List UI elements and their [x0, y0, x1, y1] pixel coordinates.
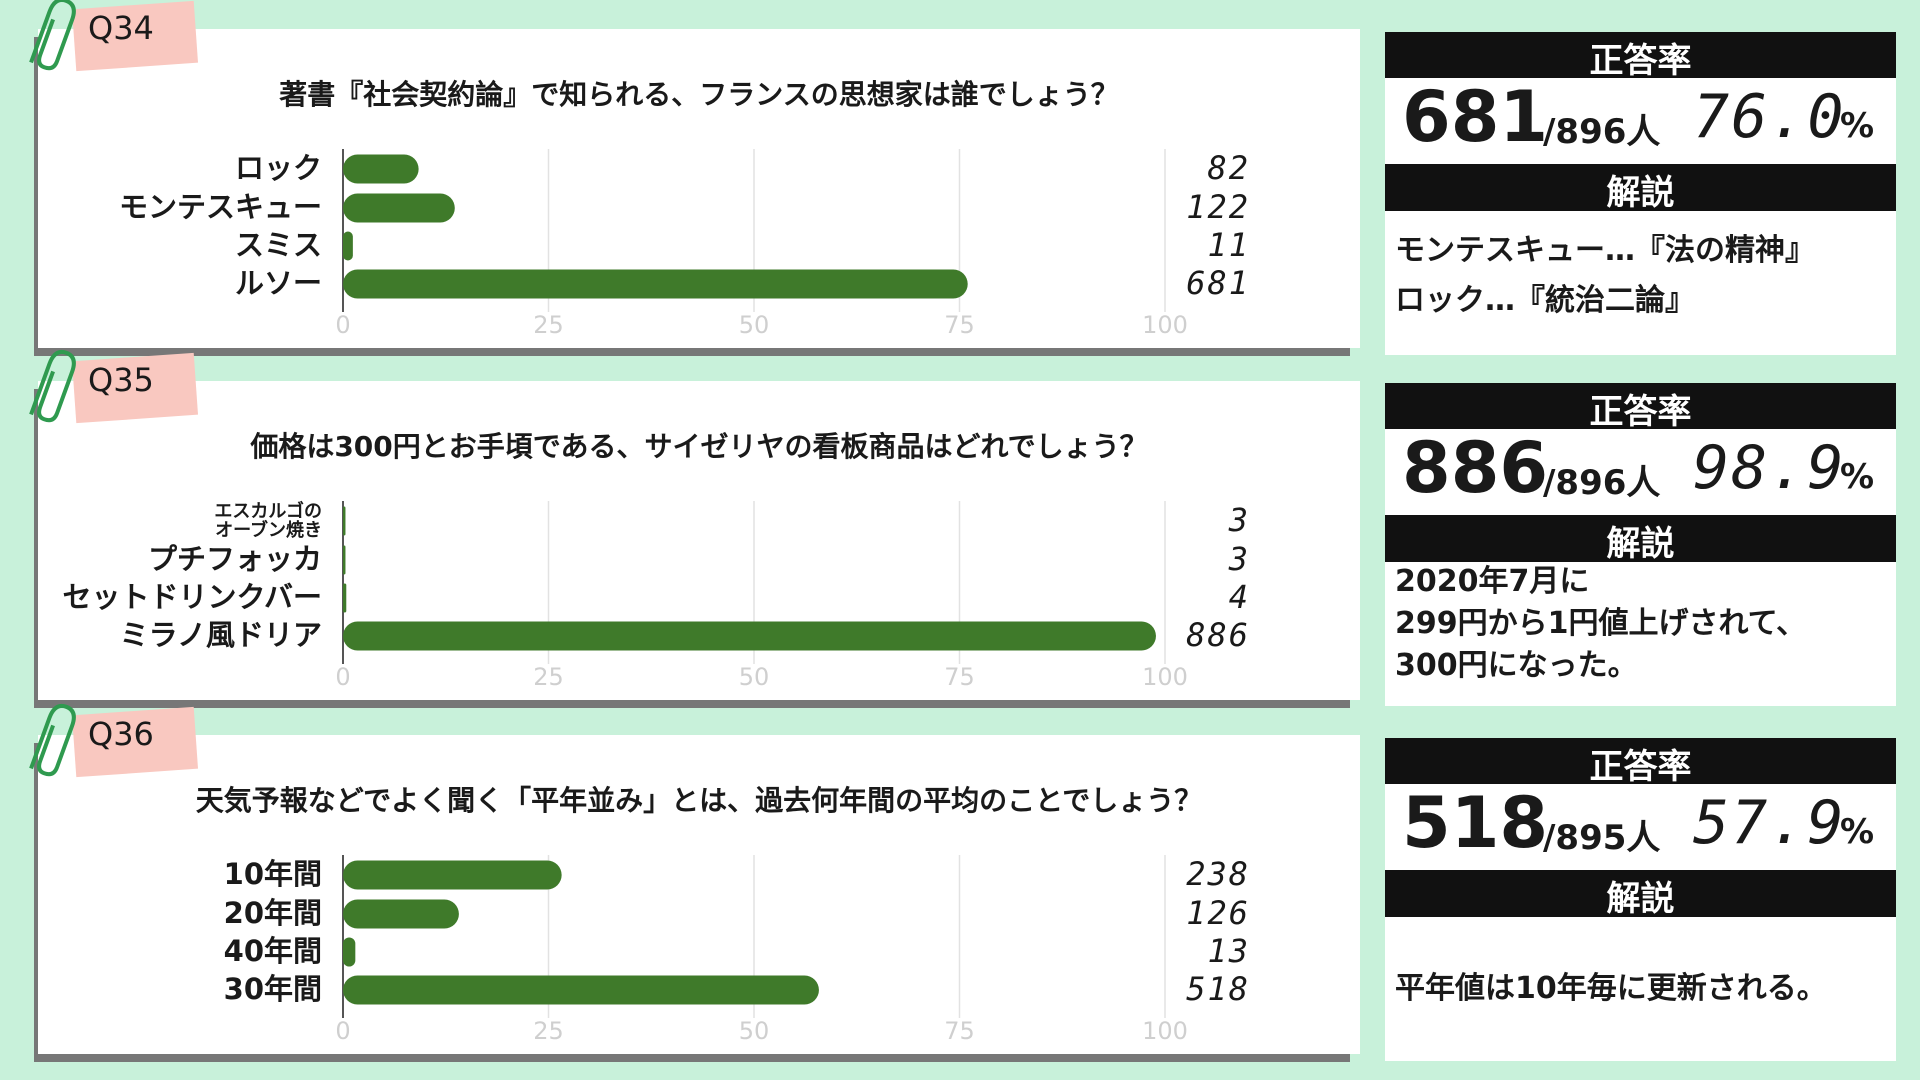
category-label: 20年間	[223, 896, 322, 930]
count-label: 886	[1186, 616, 1250, 654]
note-heading: 解説	[1606, 879, 1675, 919]
tag: Q34	[88, 9, 154, 47]
count-label: 11	[1207, 226, 1250, 264]
bar	[343, 193, 455, 223]
correct-rate: 98.9	[1693, 433, 1846, 503]
heading-bar	[1385, 738, 1896, 784]
paperclip	[29, 703, 76, 777]
category-label: 40年間	[223, 934, 322, 968]
note-line: ロック…『統治二論』	[1395, 283, 1695, 318]
category-label: 30年間	[223, 972, 322, 1006]
note-line: 2020年7月に	[1395, 564, 1590, 599]
count-label: 13	[1207, 932, 1250, 970]
category-label: エスカルゴの オーブン焼き	[214, 501, 322, 541]
bar	[343, 506, 346, 536]
correct-count: 886	[1402, 427, 1549, 509]
heading: 正答率	[1589, 41, 1692, 81]
correct-count: 518	[1402, 782, 1549, 864]
correct-rate: 76.0	[1693, 82, 1846, 152]
category-label: ミラノ風ドリア	[119, 618, 322, 652]
paperclip	[29, 0, 76, 71]
category-label: 10年間	[223, 857, 322, 891]
heading: 正答率	[1589, 747, 1692, 787]
rate-unit: %	[1840, 106, 1875, 146]
category-label: ロック	[234, 151, 322, 185]
heading: 正答率	[1589, 392, 1692, 432]
category-label: モンテスキュー	[118, 190, 322, 224]
count-label: 518	[1186, 970, 1250, 1008]
note-line: 299円から1円値上げされて、	[1395, 606, 1807, 641]
chart-title: 価格は300円とお手頃である、サイゼリヤの看板商品はどれでしょう？	[250, 430, 1148, 463]
total-count: /896人	[1543, 112, 1661, 152]
note-line: モンテスキュー…『法の精神』	[1395, 233, 1815, 268]
x-tick-label: 25	[533, 311, 564, 339]
bar	[343, 860, 562, 890]
paperclip	[29, 349, 76, 423]
x-tick-label: 0	[335, 311, 351, 339]
count-label: 122	[1186, 188, 1250, 226]
x-tick-label: 100	[1142, 663, 1188, 691]
x-tick-label: 0	[335, 663, 351, 691]
chart-title: 天気予報などでよく聞く「平年並み」とは、過去何年間の平均のことでしょう？	[195, 784, 1203, 817]
rate-unit: %	[1840, 457, 1875, 497]
x-tick-label: 25	[533, 1017, 564, 1045]
count-label: 82	[1207, 149, 1250, 187]
category-label: ルソー	[234, 266, 322, 300]
chart-title: 著書『社会契約論』で知られる、フランスの思想家は誰でしょう？	[279, 78, 1119, 111]
note-heading-bar	[1385, 164, 1896, 211]
tag-box	[71, 352, 199, 424]
x-tick-label: 25	[533, 663, 564, 691]
tag-box	[71, 0, 199, 72]
note-heading-bar	[1385, 870, 1896, 917]
note-heading: 解説	[1606, 173, 1675, 213]
bar	[343, 154, 419, 184]
x-tick-label: 75	[944, 311, 975, 339]
count-label: 3	[1228, 501, 1250, 539]
total-count: /895人	[1543, 818, 1661, 858]
bar	[343, 975, 819, 1005]
x-tick-label: 75	[944, 663, 975, 691]
x-tick-label: 50	[738, 663, 770, 691]
count-label: 681	[1186, 264, 1250, 302]
note-heading-bar	[1385, 515, 1896, 562]
count-label: 126	[1186, 894, 1250, 932]
tag: Q35	[88, 361, 154, 399]
category-label: プチフォッカ	[147, 542, 322, 576]
bar	[343, 621, 1156, 651]
correct-count: 681	[1402, 76, 1549, 158]
x-tick-label: 100	[1142, 311, 1188, 339]
tag-box	[71, 706, 199, 778]
x-tick-label: 50	[738, 1017, 770, 1045]
heading-bar	[1385, 32, 1896, 78]
category-label: セットドリンクバー	[62, 580, 322, 614]
note-line: 平年値は10年毎に更新される。	[1395, 971, 1827, 1006]
note-line: 300円になった。	[1395, 648, 1638, 683]
x-tick-label: 100	[1142, 1017, 1188, 1045]
x-tick-label: 0	[335, 1017, 351, 1045]
bar	[343, 545, 346, 575]
note-heading: 解説	[1606, 524, 1675, 564]
total-count: /896人	[1543, 463, 1661, 503]
heading-bar	[1385, 383, 1896, 429]
rate-unit: %	[1840, 812, 1875, 852]
bar	[343, 899, 459, 929]
count-label: 3	[1228, 540, 1250, 578]
count-label: 238	[1186, 855, 1250, 893]
bar	[343, 231, 353, 261]
bar	[343, 583, 347, 613]
bar	[343, 937, 356, 967]
count-label: 4	[1228, 578, 1250, 616]
x-tick-label: 75	[944, 1017, 975, 1045]
correct-rate: 57.9	[1693, 788, 1846, 858]
x-tick-label: 50	[738, 311, 770, 339]
bar	[343, 269, 968, 299]
tag: Q36	[88, 715, 154, 753]
category-label: スミス	[234, 228, 322, 262]
